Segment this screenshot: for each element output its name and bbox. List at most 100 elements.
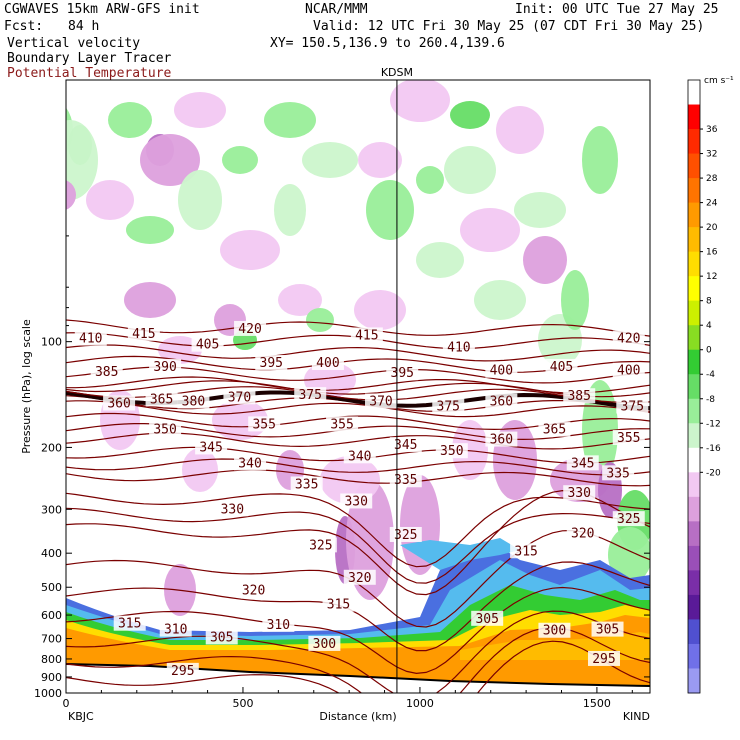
init-time: Init: 00 UTC Tue 27 May 25 — [515, 2, 719, 17]
updraft-blob — [124, 282, 176, 318]
isentrope-label-bg — [149, 358, 182, 374]
isentrope-label-bg — [350, 327, 383, 343]
isentrope-label: 405 — [550, 360, 573, 375]
isentrope-label-bg — [432, 398, 465, 414]
isentrope-label: 305 — [210, 630, 233, 645]
isentrope-label-bg — [442, 339, 475, 355]
colorbar: cm s⁻¹ 36 32 28 24 20 16 12 8 4 0 -4 -8 -12 -16 -20 — [687, 76, 734, 694]
isentrope-label: 295 — [171, 664, 194, 679]
updraft-blob — [561, 270, 589, 330]
updraft-blob — [302, 142, 358, 178]
colorbar-segment — [688, 570, 700, 596]
colorbar-segment — [688, 496, 700, 522]
isentrope-label-bg — [234, 455, 267, 471]
model-title: CGWAVES 15km ARW-GFS init — [4, 2, 200, 17]
isentrope-label: 360 — [490, 394, 513, 409]
colorbar-segment — [688, 276, 700, 302]
station-label: KDSM — [381, 66, 413, 79]
isentrope-label-bg — [294, 387, 327, 403]
isentrope-label: 345 — [571, 456, 594, 471]
isentrope-label: 330 — [344, 494, 367, 509]
isentrope-label-bg — [103, 395, 136, 411]
x-tick-label: 1000 — [406, 697, 434, 710]
colorbar-segment — [688, 472, 700, 498]
updraft-blob — [390, 80, 450, 122]
isentrope-label-bg — [587, 650, 620, 666]
isentrope-label-bg — [290, 476, 323, 492]
isentrope-label: 370 — [369, 394, 392, 409]
colorbar-segment — [688, 104, 700, 130]
isentrope-label: 410 — [79, 332, 102, 347]
x-tick-label: 500 — [232, 697, 253, 710]
updraft-blob — [108, 102, 152, 138]
isentrope-label-bg — [311, 354, 344, 370]
field-vertical-velocity: Vertical velocity — [7, 36, 141, 51]
isentrope-label: 305 — [596, 623, 619, 638]
end-station-label: KIND — [623, 710, 650, 723]
updraft-blob — [523, 236, 567, 284]
isentrope-label: 300 — [543, 624, 566, 639]
isentrope-label-bg — [612, 330, 645, 346]
updraft-blob — [178, 170, 222, 230]
colorbar-segment — [688, 227, 700, 253]
isentrope-label-bg — [149, 421, 182, 437]
colorbar-segment — [688, 668, 700, 694]
isentrope-label: 295 — [592, 652, 615, 667]
updraft-blob — [416, 166, 444, 194]
isentrope-label: 420 — [238, 322, 261, 337]
colorbar-tick-label: -20 — [706, 468, 721, 478]
station-marker: KDSM — [381, 66, 413, 693]
x-axis-title: Distance (km) — [319, 710, 396, 723]
y-tick-label: 800 — [41, 653, 62, 666]
isentrope-label-bg — [326, 416, 359, 432]
isentrope-label-bg — [177, 393, 210, 409]
isentrope-label: 355 — [330, 417, 353, 432]
isentrope-label: 375 — [437, 400, 460, 415]
isentrope-395 — [66, 376, 650, 394]
isentrope-label: 365 — [150, 392, 173, 407]
colorbar-segment — [688, 178, 700, 204]
colorbar-tick-label: 4 — [706, 321, 712, 331]
isentrope-label: 335 — [295, 477, 318, 492]
y-tick-label: 1000 — [34, 687, 62, 700]
isentrope-label-bg — [223, 389, 256, 405]
updraft-blob — [274, 184, 306, 236]
isentrope-label-bg — [612, 511, 645, 527]
updraft-blob — [496, 106, 544, 154]
y-tick-label: 300 — [41, 503, 62, 516]
updraft-blob — [174, 92, 226, 128]
isentrope-label-bg — [237, 582, 270, 598]
isentrope-label: 390 — [153, 360, 176, 375]
isentrope-label-bg — [563, 485, 596, 501]
updraft-blob — [416, 242, 464, 278]
y-tick-label: 500 — [41, 581, 62, 594]
colorbar-frame — [687, 79, 701, 694]
isentrope-label: 320 — [242, 583, 265, 598]
isentrope-305 — [66, 610, 650, 693]
isentrope-label-bg — [485, 362, 518, 378]
isentrope-label-bg — [113, 615, 146, 631]
colorbar-tick-label: -12 — [706, 419, 721, 429]
isentrope-label: 415 — [132, 327, 155, 342]
isentrope-295 — [66, 640, 650, 693]
updraft-blob — [66, 180, 76, 210]
updraft-blob — [6, 72, 34, 120]
colorbar-tick-label: 12 — [706, 272, 717, 282]
updraft-blob — [140, 134, 200, 186]
isentrope-label: 360 — [107, 397, 130, 412]
updraft-blob — [86, 180, 134, 220]
isentrope-label: 365 — [543, 423, 566, 438]
colorbar-segment — [688, 447, 700, 473]
isentrope-label: 410 — [447, 341, 470, 356]
x-tick-label: 1500 — [583, 697, 611, 710]
isentrope-label-bg — [191, 336, 224, 352]
isentrope-label-bg — [308, 635, 341, 651]
y-tick-label: 200 — [41, 441, 62, 454]
isentrope-label-bg — [510, 543, 543, 559]
isentrope-label-bg — [166, 662, 199, 678]
isentrope-label: 315 — [118, 617, 141, 632]
isentrope-label: 375 — [621, 400, 644, 415]
colorbar-tick-label: 0 — [706, 346, 712, 356]
isentrope-label: 355 — [617, 431, 640, 446]
isentrope-label: 360 — [490, 433, 513, 448]
